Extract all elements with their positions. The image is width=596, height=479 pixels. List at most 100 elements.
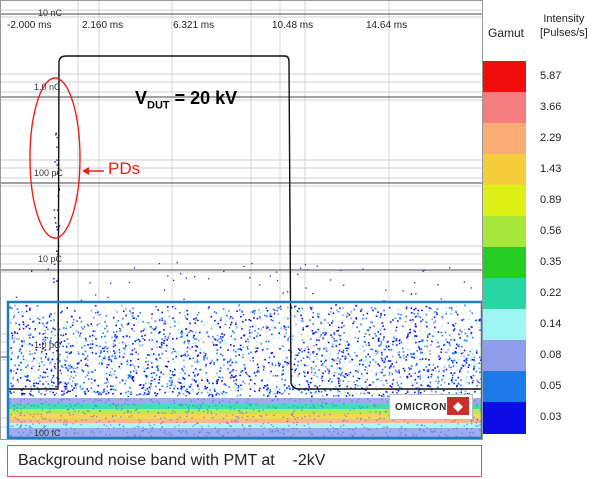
noise-pulse — [307, 371, 309, 373]
noise-pulse — [266, 330, 268, 333]
noise-pulse — [367, 328, 370, 331]
noise-pulse — [74, 384, 77, 387]
noise-pulse — [71, 315, 73, 318]
noise-pulse — [266, 384, 269, 386]
noise-pulse — [91, 351, 94, 354]
noise-pulse — [282, 369, 284, 372]
noise-pulse — [142, 329, 144, 332]
noise-pulse — [294, 400, 296, 402]
noise-pulse — [364, 419, 367, 422]
noise-pulse — [206, 431, 208, 434]
noise-pulse — [282, 366, 284, 368]
legend-swatch — [483, 92, 526, 124]
noise-pulse — [253, 310, 255, 312]
noise-pulse — [94, 330, 97, 333]
noise-pulse — [230, 321, 233, 324]
noise-pulse — [380, 417, 382, 419]
noise-pulse — [219, 336, 222, 338]
noise-pulse — [339, 379, 342, 382]
noise-pulse — [358, 363, 361, 366]
noise-pulse — [283, 316, 285, 319]
noise-pulse — [343, 414, 346, 416]
noise-pulse — [409, 368, 412, 370]
noise-pulse — [230, 316, 232, 318]
noise-pulse — [44, 417, 47, 420]
noise-pulse — [179, 312, 181, 314]
noise-pulse — [432, 369, 435, 371]
noise-pulse — [74, 410, 76, 413]
noise-pulse — [336, 368, 338, 371]
noise-pulse — [381, 368, 384, 371]
noise-pulse — [175, 355, 177, 358]
noise-pulse — [400, 425, 403, 428]
noise-pulse — [459, 369, 462, 371]
noise-pulse — [205, 435, 208, 437]
noise-pulse — [261, 309, 264, 311]
noise-pulse — [44, 425, 46, 428]
noise-pulse — [37, 405, 39, 408]
noise-pulse — [101, 363, 103, 365]
noise-pulse — [103, 370, 106, 373]
noise-pulse — [22, 355, 25, 358]
noise-pulse — [124, 334, 126, 336]
noise-pulse — [42, 376, 44, 379]
noise-pulse — [332, 344, 334, 346]
noise-pulse — [293, 416, 295, 418]
noise-pulse — [78, 360, 80, 363]
noise-pulse — [11, 351, 13, 354]
noise-pulse — [66, 391, 68, 394]
noise-pulse — [398, 371, 400, 374]
noise-pulse — [399, 376, 402, 378]
noise-pulse — [327, 322, 329, 324]
noise-pulse — [341, 355, 344, 357]
noise-pulse — [49, 339, 52, 342]
noise-pulse — [191, 388, 194, 391]
noise-pulse — [112, 415, 114, 417]
noise-pulse — [302, 357, 305, 359]
noise-pulse — [81, 346, 83, 349]
noise-pulse — [392, 340, 394, 343]
noise-pulse — [214, 375, 216, 378]
noise-pulse — [284, 361, 286, 363]
noise-pulse — [308, 357, 311, 360]
noise-pulse — [68, 352, 71, 355]
noise-pulse — [18, 427, 20, 429]
noise-pulse — [14, 304, 16, 307]
noise-pulse — [387, 435, 389, 437]
noise-pulse — [42, 383, 44, 385]
noise-pulse — [448, 355, 450, 357]
noise-pulse — [417, 315, 420, 317]
noise-pulse — [384, 348, 386, 351]
noise-pulse — [436, 308, 439, 310]
noise-pulse — [40, 353, 42, 355]
noise-pulse — [17, 311, 20, 314]
noise-pulse — [187, 354, 190, 356]
noise-pulse — [226, 315, 228, 317]
noise-pulse — [224, 310, 227, 312]
noise-pulse — [342, 383, 344, 385]
noise-pulse — [188, 342, 190, 345]
noise-pulse — [367, 398, 369, 400]
noise-pulse — [154, 320, 157, 322]
noise-pulse — [29, 337, 31, 339]
noise-pulse — [287, 291, 289, 293]
noise-pulse — [170, 346, 172, 349]
noise-pulse — [50, 341, 52, 343]
noise-pulse — [346, 420, 348, 422]
noise-pulse — [210, 327, 213, 330]
noise-pulse — [385, 379, 387, 382]
noise-pulse — [11, 385, 13, 388]
noise-pulse — [194, 276, 196, 278]
noise-pulse — [141, 387, 144, 390]
noise-pulse — [267, 378, 270, 380]
noise-pulse — [69, 367, 71, 369]
noise-pulse — [106, 366, 108, 369]
noise-pulse — [90, 378, 93, 380]
noise-pulse — [383, 336, 385, 338]
noise-pulse — [333, 333, 336, 336]
noise-pulse — [467, 357, 470, 359]
noise-pulse — [464, 340, 466, 343]
noise-pulse — [389, 430, 391, 432]
noise-pulse — [167, 407, 170, 409]
noise-pulse — [47, 403, 50, 406]
